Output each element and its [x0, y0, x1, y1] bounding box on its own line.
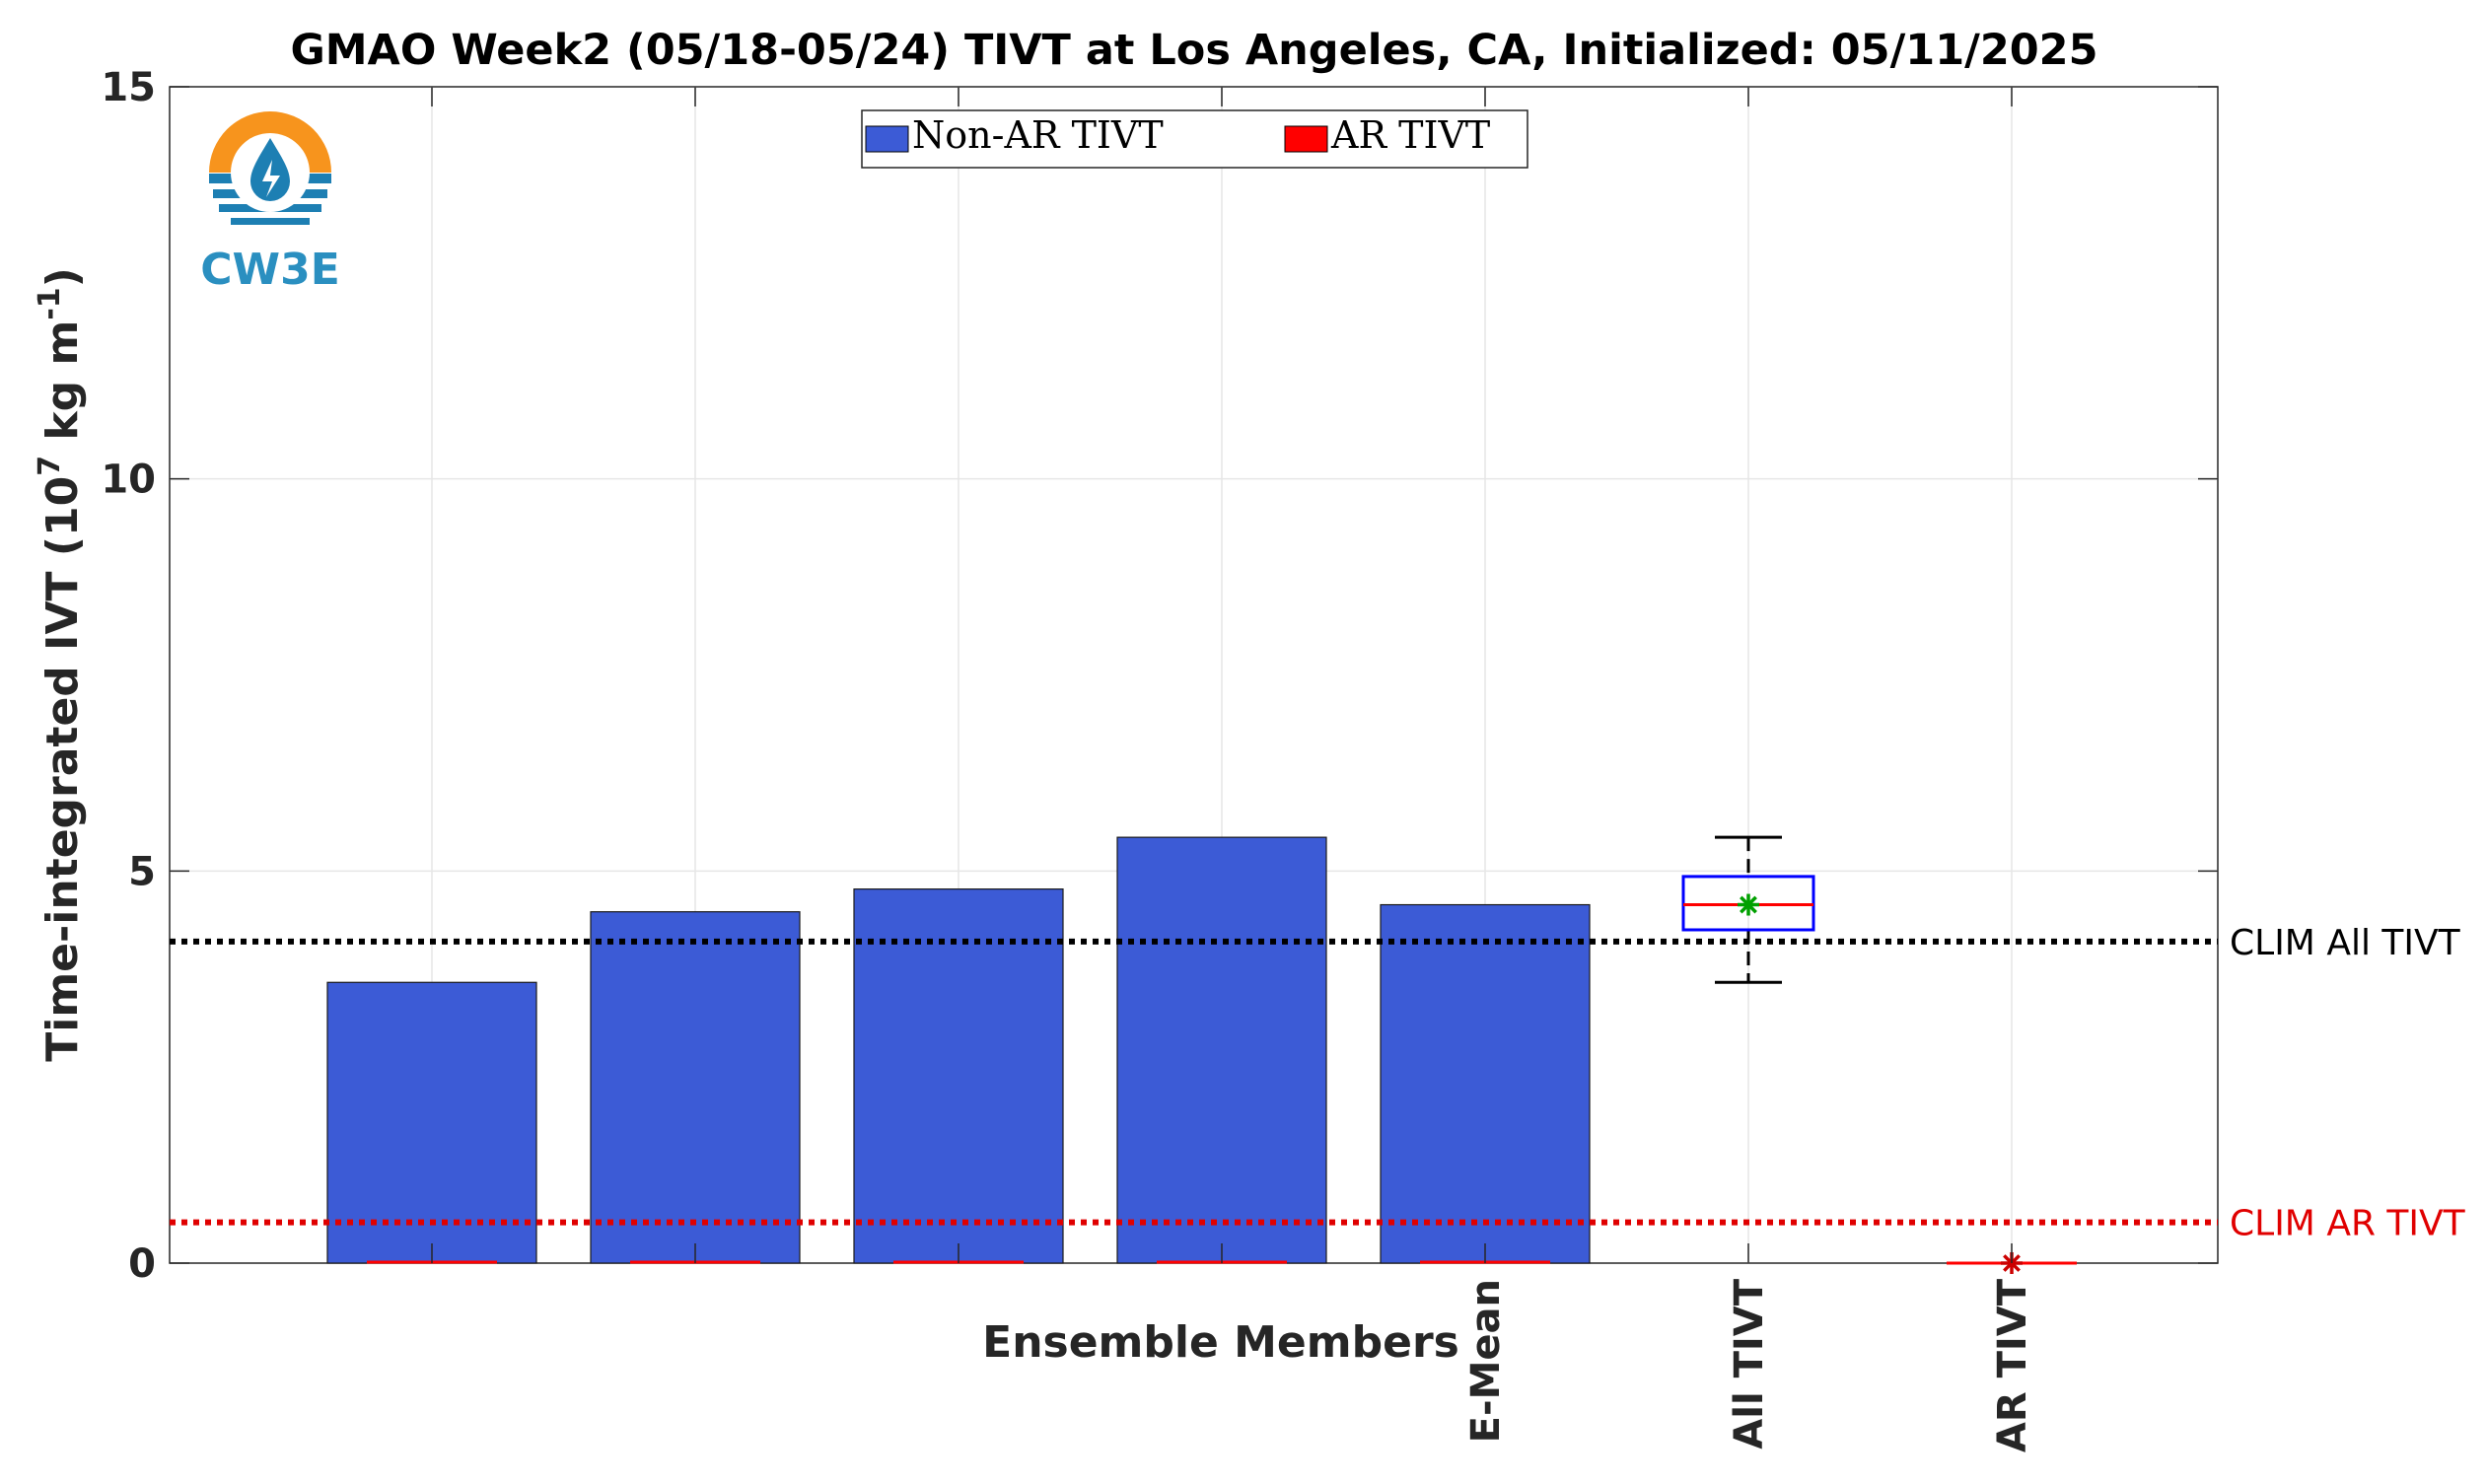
- y-tick-label-1: 5: [128, 849, 156, 894]
- reference-line-label-0: CLIM All TIVT: [2230, 923, 2461, 963]
- legend-label-non-ar: Non-AR TIVT: [912, 113, 1164, 157]
- boxplot-mean-marker-0: [1738, 893, 1759, 916]
- legend-box: [861, 109, 1528, 169]
- legend: Non-AR TIVT AR TIVT: [861, 109, 1528, 169]
- y-ticks: 0 5 10 15: [101, 65, 2218, 1287]
- y-tick-label-0: 0: [128, 1241, 156, 1287]
- x-tick-label-6: AR TIVT: [1990, 1278, 2035, 1452]
- boxplot-box-0: [1681, 875, 1815, 932]
- x-tick-label-5: All TIVT: [1727, 1278, 1772, 1449]
- bar-non-ar-0: [326, 981, 537, 1264]
- y-tick-label-2: 10: [101, 458, 156, 503]
- reference-lines-group: CLIM All TIVT CLIM AR TIVT: [170, 923, 2466, 1244]
- logo-text: CW3E: [200, 245, 340, 295]
- legend-swatch-ar: [1284, 125, 1328, 153]
- bars-group: [326, 836, 1591, 1264]
- logo-wave-4: [231, 218, 310, 225]
- legend-swatch-non-ar: [865, 125, 909, 153]
- bar-non-ar-4: [1380, 903, 1591, 1264]
- bar-non-ar-1: [590, 911, 801, 1264]
- bar-non-ar-2: [853, 888, 1064, 1264]
- cw3e-logo: CW3E: [200, 111, 340, 295]
- legend-label-ar: AR TIVT: [1330, 113, 1490, 157]
- x-ticks: E-Mean All TIVT AR TIVT: [431, 87, 2035, 1452]
- x-tick-label-4: E-Mean: [1463, 1279, 1509, 1443]
- y-axis-label: Time-integrated IVT (107 kg m-1): [33, 267, 88, 1062]
- x-axis-label: Ensemble Members: [982, 1317, 1459, 1368]
- logo-bolt-icon: [262, 160, 280, 197]
- reference-line-label-1: CLIM AR TIVT: [2230, 1204, 2466, 1244]
- chart-title: GMAO Week2 (05/18-05/24) TIVT at Los Ang…: [290, 26, 2097, 75]
- y-tick-label-3: 15: [101, 65, 156, 110]
- boxplot-mean-stroke-0-3: [1740, 895, 1757, 914]
- bar-non-ar-3: [1116, 836, 1327, 1264]
